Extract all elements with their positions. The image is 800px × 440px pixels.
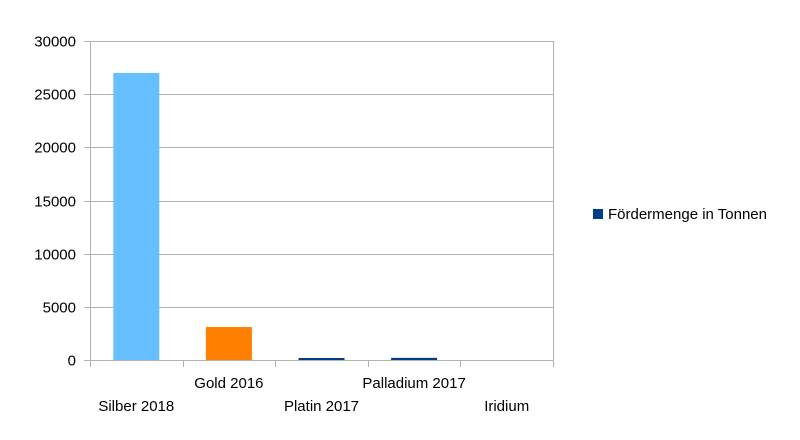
y-tick-label: 25000 xyxy=(34,87,76,104)
x-tick-label: Iridium xyxy=(484,398,529,415)
bar xyxy=(205,327,252,360)
x-tick-label: Gold 2016 xyxy=(194,375,263,392)
y-tick-label: 20000 xyxy=(34,140,76,157)
y-tick-label: 30000 xyxy=(34,34,76,51)
bar xyxy=(298,358,345,360)
y-tick-label: 0 xyxy=(68,353,76,370)
bar xyxy=(391,357,438,360)
x-tick-label: Platin 2017 xyxy=(284,398,359,415)
legend: Fördermenge in Tonnen xyxy=(593,206,767,223)
axes xyxy=(90,41,554,367)
bar xyxy=(113,72,160,361)
x-tick-label: Palladium 2017 xyxy=(362,375,465,392)
y-tick-label: 10000 xyxy=(34,247,76,264)
plot-frame xyxy=(90,41,554,361)
legend-label: Fördermenge in Tonnen xyxy=(608,206,767,223)
x-tick-labels: Silber 2018 Gold 2016 Platin 2017Palladium… xyxy=(98,375,529,415)
bars xyxy=(113,72,438,361)
legend-swatch xyxy=(593,209,603,219)
y-tick-labels: 0 5000 10000 15000 20000 25000 30000 xyxy=(34,34,76,370)
y-tick-label: 15000 xyxy=(34,194,76,211)
x-tick-label: Silber 2018 xyxy=(98,398,174,415)
y-tick-label: 5000 xyxy=(43,300,76,317)
